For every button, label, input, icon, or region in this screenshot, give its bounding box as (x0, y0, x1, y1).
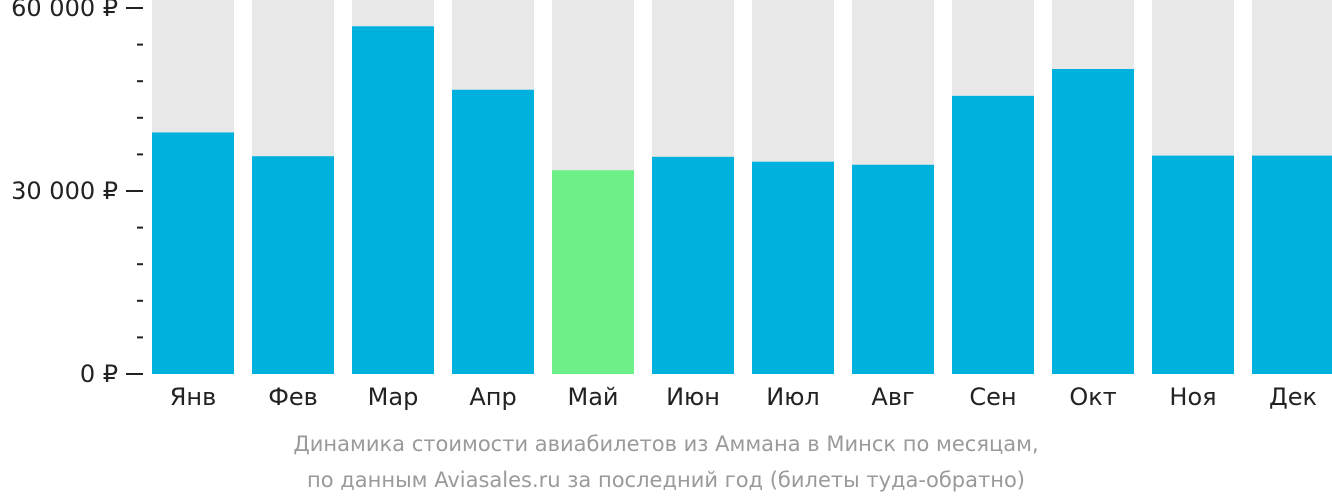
bar-month-6 (652, 156, 734, 374)
bar-month-5 (552, 170, 634, 374)
bar-month-8 (852, 164, 934, 374)
bar-month-1 (152, 132, 234, 374)
bar-month-4 (452, 89, 534, 375)
x-tick-label-month-3: Мар (368, 383, 419, 411)
x-tick-label-month-9: Сен (969, 383, 1016, 411)
bar-month-3 (352, 26, 434, 375)
bar-month-10 (1052, 69, 1134, 374)
y-tick-label: 30 000 ₽ (11, 177, 118, 205)
chart-caption-line-2: по данным Aviasales.ru за последний год … (307, 468, 1025, 492)
y-tick-label: 60 000 ₽ (11, 0, 118, 22)
x-tick-label-month-5: Май (567, 383, 618, 411)
x-tick-label-month-7: Июл (766, 383, 820, 411)
x-tick-label-month-8: Авг (871, 383, 914, 411)
chart-caption-line-1: Динамика стоимости авиабилетов из Аммана… (293, 432, 1039, 456)
x-tick-label-month-4: Апр (469, 383, 516, 411)
x-tick-label-month-12: Дек (1269, 383, 1317, 411)
x-tick-label-month-11: Ноя (1169, 383, 1216, 411)
x-tick-label-month-6: Июн (666, 383, 720, 411)
bar-month-11 (1152, 155, 1234, 374)
x-tick-label-month-2: Фев (268, 383, 318, 411)
x-tick-label-month-1: Янв (170, 383, 217, 411)
bar-month-7 (752, 161, 834, 374)
bar-month-2 (252, 156, 334, 374)
bar-chart: Янв Фев Мар Апр Май Июн Июл Авг Сен Окт Ноя Дек 60 0… (11, 0, 1332, 411)
x-tick-label-month-10: Окт (1069, 383, 1116, 411)
bar-month-12 (1252, 155, 1332, 374)
y-tick-label: 0 ₽ (80, 360, 118, 388)
bar-month-9 (952, 95, 1034, 374)
